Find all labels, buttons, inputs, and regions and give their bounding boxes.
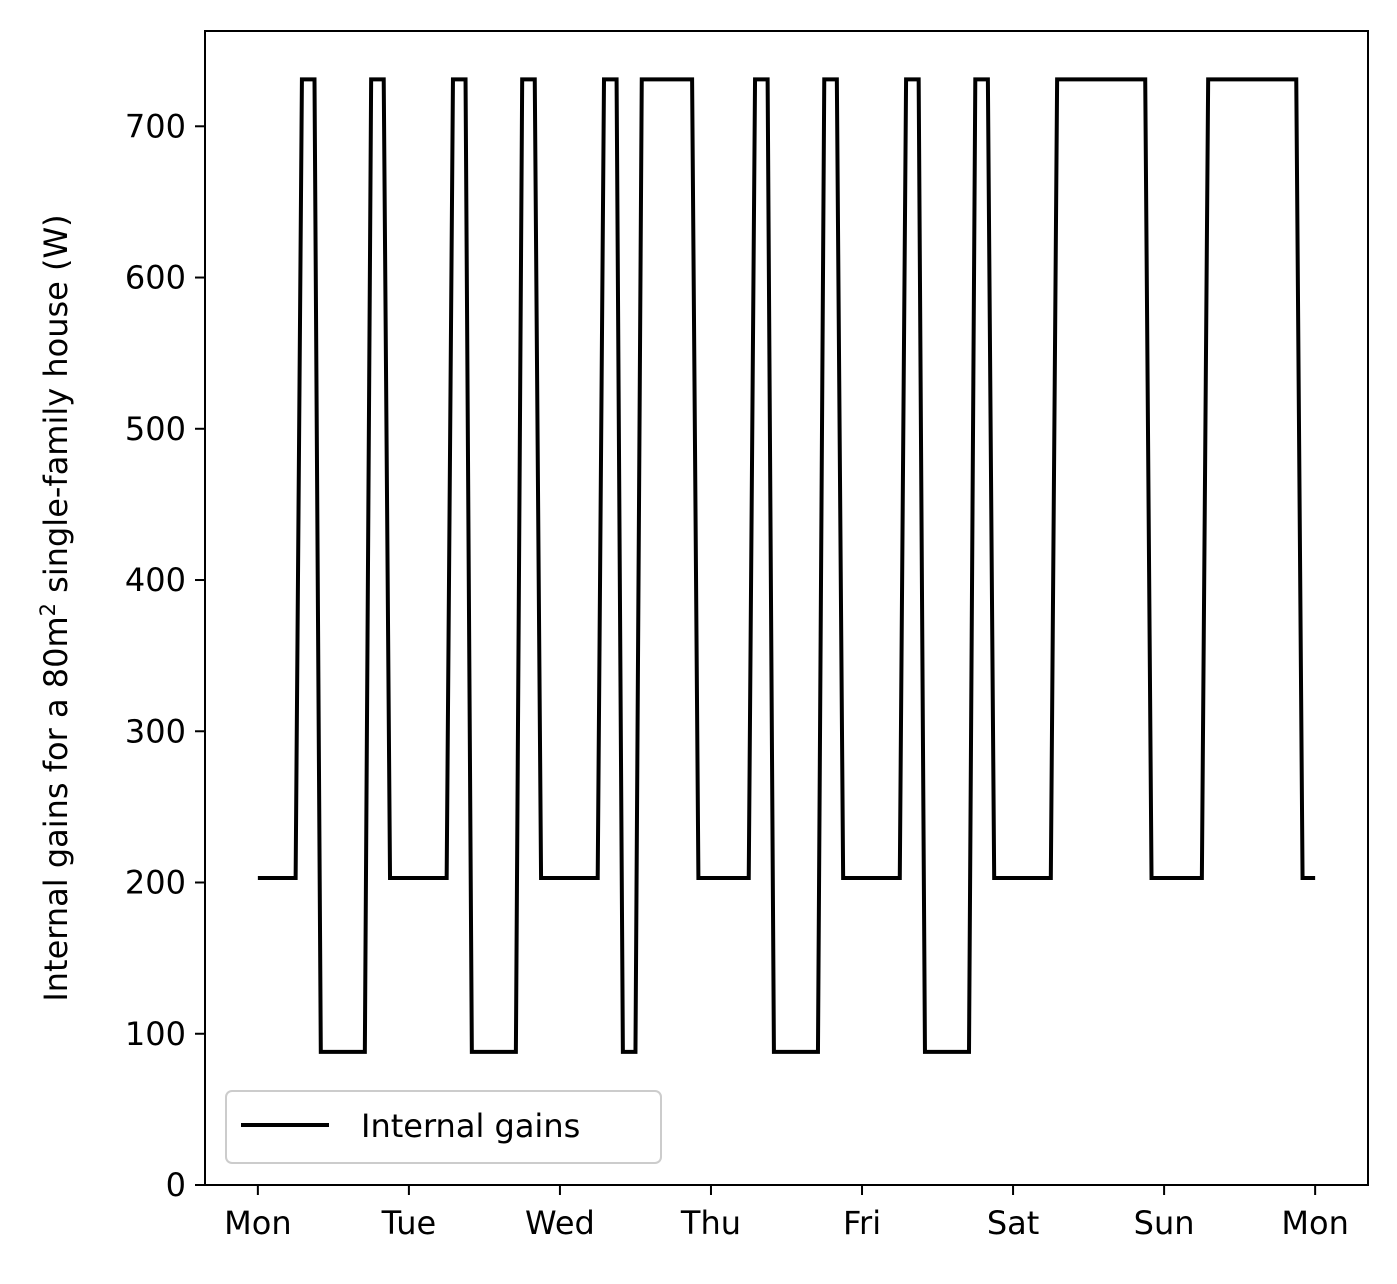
y-tick-label: 500 [125, 410, 186, 448]
y-tick-label: 400 [125, 561, 186, 599]
series-line-internal-gains [257, 77, 1316, 1054]
plot-area [205, 31, 1368, 1185]
x-tick-label: Mon [1281, 1204, 1348, 1242]
y-tick-label: 700 [125, 107, 186, 145]
y-tick-label: 600 [125, 259, 186, 297]
y-axis-ticks: 0 100 200 300 400 500 600 700 [125, 107, 205, 1204]
x-tick-label: Sat [987, 1204, 1039, 1242]
y-tick-label: 0 [166, 1166, 186, 1204]
y-tick-label: 300 [125, 712, 186, 750]
y-tick-label: 100 [125, 1015, 186, 1053]
x-tick-label: Wed [525, 1204, 595, 1242]
x-axis-ticks: Mon Tue Wed Thu Fri Sat Sun Mon [224, 1185, 1349, 1242]
x-tick-label: Fri [843, 1204, 881, 1242]
plot-frame [204, 30, 1369, 1186]
x-tick-label: Sun [1134, 1204, 1195, 1242]
legend-label: Internal gains [361, 1107, 580, 1145]
y-tick-label: 200 [125, 864, 186, 902]
x-tick-label: Thu [680, 1204, 741, 1242]
x-tick-label: Mon [224, 1204, 291, 1242]
legend: Internal gains [225, 1090, 662, 1164]
y-axis-label: Internal gains for a 80m2 single-family … [36, 214, 75, 1001]
y-axis-label-superscript: 2 [36, 603, 60, 616]
series-layer [257, 77, 1316, 1054]
legend-box [225, 1090, 662, 1164]
x-tick-label: Tue [381, 1204, 437, 1242]
